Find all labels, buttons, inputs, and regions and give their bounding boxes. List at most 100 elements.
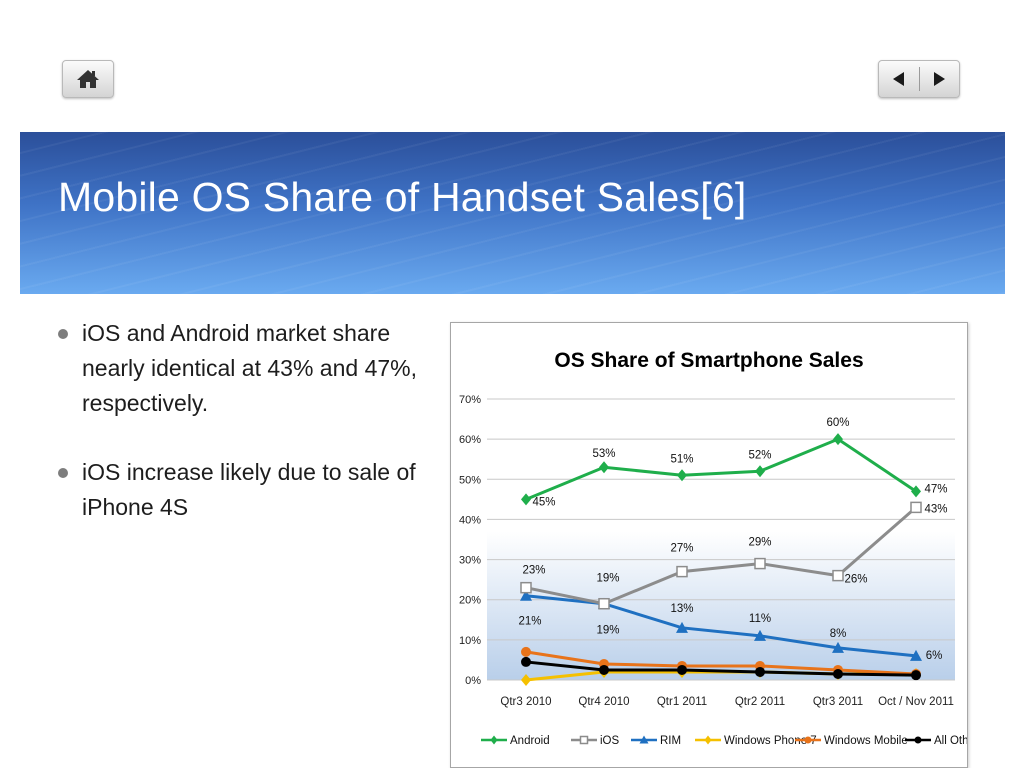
- legend-marker: [639, 735, 649, 744]
- legend-label: iOS: [600, 735, 620, 747]
- x-tick-label: Oct / Nov 2011: [878, 696, 954, 708]
- legend-item: Windows Mobile: [795, 735, 908, 747]
- data-label: 8%: [830, 628, 847, 640]
- x-tick-label: Qtr2 2011: [735, 696, 785, 708]
- data-label: 26%: [844, 574, 867, 586]
- pager: [878, 60, 960, 98]
- data-point: [599, 664, 609, 675]
- triangle-right-icon: [934, 72, 946, 86]
- bullet-marker: [58, 468, 68, 478]
- chart-title: OS Share of Smartphone Sales: [554, 349, 863, 372]
- data-point: [755, 465, 765, 478]
- triangle-left-icon: [892, 72, 904, 86]
- data-point: [833, 668, 843, 679]
- x-tick-label: Qtr1 2011: [657, 696, 707, 708]
- data-point: [832, 569, 844, 582]
- data-label: 13%: [670, 603, 693, 615]
- series-line: [525, 506, 917, 606]
- plot-background-band: [487, 531, 955, 680]
- legend-item: Android: [481, 735, 550, 747]
- data-point: [677, 469, 687, 482]
- legend-marker: [704, 735, 712, 745]
- previous-slide-button[interactable]: [879, 61, 919, 97]
- data-point: [521, 656, 531, 667]
- pager-divider: [918, 67, 920, 91]
- data-point: [676, 621, 688, 633]
- slide-title: Mobile OS Share of Handset Sales[6]: [58, 174, 747, 220]
- data-point: [911, 670, 921, 681]
- data-point: [521, 493, 531, 506]
- data-label: 27%: [670, 543, 693, 555]
- y-tick-label: 20%: [459, 595, 481, 607]
- data-point: [599, 461, 609, 474]
- legend-label: Windows Mobile: [824, 735, 908, 747]
- legend-marker: [490, 735, 498, 745]
- series-line: [525, 650, 917, 676]
- data-point: [521, 646, 531, 657]
- series-line: [525, 660, 917, 677]
- data-point: [520, 589, 532, 601]
- y-tick-label: 60%: [459, 434, 481, 446]
- data-label: 52%: [748, 449, 771, 461]
- data-label: 29%: [748, 537, 771, 549]
- data-label: 47%: [924, 483, 947, 495]
- legend-item: iOS: [571, 735, 620, 747]
- data-label: 60%: [826, 417, 849, 429]
- data-point: [832, 641, 844, 653]
- data-point: [520, 581, 532, 594]
- legend-label: All Others: [934, 735, 967, 747]
- data-point: [677, 664, 687, 675]
- data-label: 23%: [522, 565, 545, 577]
- bullet-text: iOS increase likely due to sale of iPhon…: [82, 459, 416, 520]
- y-tick-label: 0%: [465, 675, 481, 687]
- data-label: 21%: [518, 616, 541, 628]
- data-label: 19%: [596, 625, 619, 637]
- data-point: [676, 565, 688, 578]
- data-label: 19%: [596, 573, 619, 585]
- legend-label: Android: [510, 735, 550, 747]
- x-tick-label: Qtr3 2011: [813, 696, 863, 708]
- legend-item: All Others: [905, 735, 967, 747]
- bullet-item: iOS and Android market share nearly iden…: [56, 316, 436, 421]
- data-label: 43%: [924, 503, 947, 515]
- legend-label: RIM: [660, 735, 681, 747]
- bullet-text: iOS and Android market share nearly iden…: [82, 320, 417, 416]
- x-tick-label: Qtr4 2010: [578, 696, 629, 708]
- bullet-item: iOS increase likely due to sale of iPhon…: [56, 455, 436, 525]
- bullet-marker: [58, 329, 68, 339]
- legend-label: Windows Phone 7: [724, 735, 817, 747]
- y-tick-label: 40%: [459, 514, 481, 526]
- data-point: [598, 597, 610, 610]
- data-point: [521, 674, 531, 686]
- series-line: [525, 437, 917, 501]
- data-point: [754, 629, 766, 641]
- home-button[interactable]: [62, 60, 114, 98]
- line-chart: OS Share of Smartphone Sales 0% 10% 20% 30%…: [459, 349, 967, 747]
- legend-marker: [579, 735, 589, 745]
- x-tick-label: Qtr3 2010: [500, 696, 551, 708]
- data-point: [910, 501, 922, 514]
- y-tick-label: 30%: [459, 555, 481, 567]
- legend-marker: [914, 736, 922, 744]
- data-point: [911, 485, 921, 498]
- data-point: [910, 649, 922, 661]
- legend-item: Windows Phone 7: [695, 735, 817, 747]
- title-banner: Mobile OS Share of Handset Sales[6]: [20, 132, 1005, 294]
- chart-frame: OS Share of Smartphone Sales 0% 10% 20% 30%…: [450, 322, 968, 768]
- home-icon: [77, 70, 99, 88]
- data-point: [833, 433, 843, 446]
- legend-item: RIM: [631, 735, 681, 747]
- data-label: 45%: [532, 496, 555, 508]
- data-label: 6%: [926, 650, 943, 662]
- next-slide-button[interactable]: [919, 61, 959, 97]
- data-label: 11%: [749, 613, 771, 625]
- legend-marker: [804, 736, 812, 744]
- bullet-list: iOS and Android market share nearly iden…: [56, 316, 436, 559]
- data-point: [755, 666, 765, 677]
- data-label: 51%: [670, 453, 693, 465]
- y-tick-label: 50%: [459, 474, 481, 486]
- y-tick-label: 70%: [459, 394, 481, 406]
- data-label: 53%: [592, 448, 615, 460]
- y-tick-label: 10%: [459, 635, 481, 647]
- data-point: [754, 557, 766, 570]
